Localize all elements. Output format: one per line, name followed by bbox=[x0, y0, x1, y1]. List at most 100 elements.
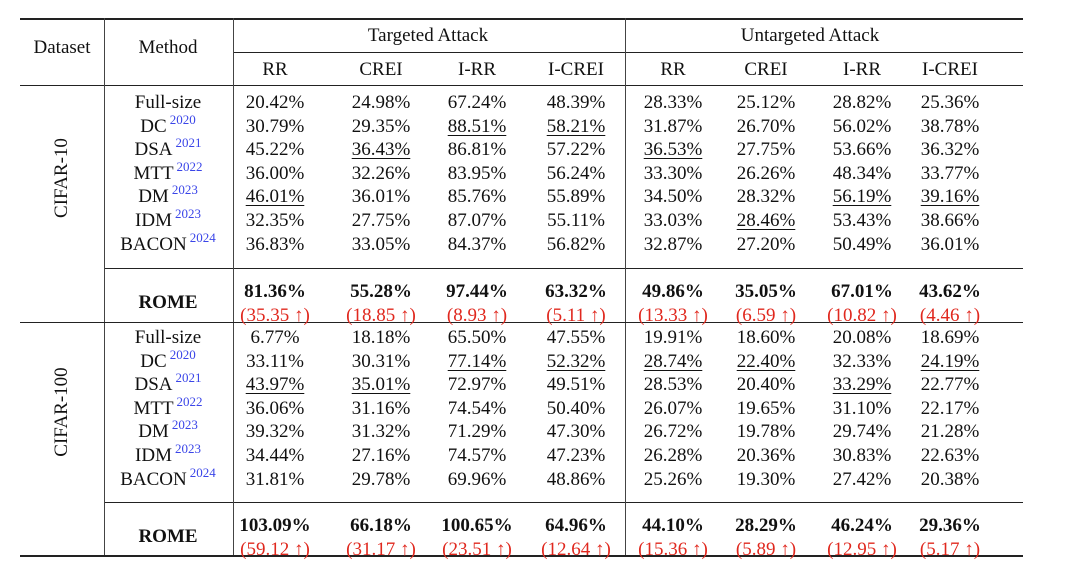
rome-method: ROME bbox=[138, 526, 198, 547]
value-cell: 47.23% bbox=[546, 445, 606, 466]
rome-rule-1 bbox=[104, 268, 1023, 269]
rome-value: 103.09% bbox=[239, 515, 311, 536]
citation-year: 2021 bbox=[175, 135, 202, 151]
value-cell: 35.01% bbox=[351, 374, 411, 396]
value-cell: 30.31% bbox=[351, 350, 411, 372]
dataset-label: CIFAR-10 bbox=[51, 138, 72, 218]
group-midrule bbox=[233, 52, 1023, 53]
value-cell: 33.05% bbox=[351, 233, 411, 255]
value-cell: 19.78% bbox=[736, 421, 796, 443]
method-name: IDM 2023 bbox=[135, 206, 201, 234]
method-name: Full-size bbox=[135, 91, 202, 115]
value-cell: 20.08% bbox=[832, 327, 892, 348]
value-cell: 26.26% bbox=[736, 162, 796, 184]
value-cell: 67.24% bbox=[447, 92, 507, 113]
rome-value: 43.62% bbox=[919, 281, 981, 302]
method-label: MTT bbox=[133, 397, 174, 419]
value-cell: 32.87% bbox=[643, 233, 703, 255]
value-cell: 26.28% bbox=[643, 445, 703, 466]
rome-value: 81.36% bbox=[244, 281, 306, 302]
citation-year: 2022 bbox=[176, 393, 203, 409]
method-name: DC 2020 bbox=[140, 347, 195, 375]
rome-gain: (35.35 ↑) bbox=[240, 305, 310, 326]
value-cell: 56.24% bbox=[546, 162, 606, 184]
metric-header: I-RR bbox=[843, 59, 881, 80]
value-cell: 34.50% bbox=[643, 186, 703, 208]
rome-value: 100.65% bbox=[441, 515, 513, 536]
method-label: DM bbox=[138, 421, 169, 443]
metric-header: I-CREI bbox=[922, 59, 978, 80]
value-cell: 27.20% bbox=[736, 233, 796, 255]
value-cell: 29.78% bbox=[351, 468, 411, 490]
value-cell: 36.32% bbox=[920, 139, 980, 161]
value-cell: 18.60% bbox=[736, 327, 796, 348]
value-cell: 21.28% bbox=[920, 421, 980, 443]
citation-year: 2023 bbox=[171, 182, 198, 198]
value-cell: 74.57% bbox=[447, 445, 507, 466]
value-cell: 18.69% bbox=[920, 327, 980, 348]
rome-gain: (4.46 ↑) bbox=[919, 305, 981, 326]
value-cell: 69.96% bbox=[447, 468, 507, 490]
rome-value: 29.36% bbox=[919, 515, 981, 536]
value-cell: 24.19% bbox=[920, 350, 980, 372]
metric-header: CREI bbox=[744, 59, 788, 80]
value-cell: 45.22% bbox=[245, 139, 305, 161]
untargeted-attack-header: Untargeted Attack bbox=[740, 25, 880, 46]
value-cell: 31.16% bbox=[351, 397, 411, 419]
value-cell: 48.34% bbox=[832, 162, 892, 184]
value-cell: 19.65% bbox=[736, 397, 796, 419]
value-cell: 52.32% bbox=[546, 350, 606, 372]
rome-value: 35.05% bbox=[735, 281, 797, 302]
metric-header: RR bbox=[262, 59, 288, 80]
value-cell: 38.66% bbox=[920, 210, 980, 231]
rome-gain: (8.93 ↑) bbox=[446, 305, 508, 326]
rome-method: ROME bbox=[138, 292, 198, 313]
value-cell: 39.32% bbox=[245, 421, 305, 443]
value-cell: 50.40% bbox=[546, 397, 606, 419]
column-separator bbox=[233, 86, 234, 322]
rome-gain: (10.82 ↑) bbox=[827, 305, 897, 326]
rome-value: 49.86% bbox=[642, 281, 704, 302]
value-cell: 87.07% bbox=[447, 210, 507, 231]
rome-rule-2 bbox=[104, 502, 1023, 503]
value-cell: 72.97% bbox=[447, 374, 507, 396]
value-cell: 36.83% bbox=[245, 233, 305, 255]
value-cell: 47.55% bbox=[546, 327, 606, 348]
method-label: DC bbox=[140, 115, 167, 137]
rome-gain: (59.12 ↑) bbox=[240, 539, 310, 560]
value-cell: 56.02% bbox=[832, 115, 892, 137]
method-name: DM 2023 bbox=[138, 417, 198, 445]
dataset-label: CIFAR-100 bbox=[51, 367, 72, 457]
value-cell: 86.81% bbox=[447, 139, 507, 161]
value-cell: 19.30% bbox=[736, 468, 796, 490]
method-label: Full-size bbox=[134, 327, 202, 348]
rome-gain: (13.33 ↑) bbox=[638, 305, 708, 326]
value-cell: 20.40% bbox=[736, 374, 796, 396]
value-cell: 24.98% bbox=[351, 92, 411, 113]
dataset-header: Dataset bbox=[33, 37, 91, 58]
method-label: IDM bbox=[135, 445, 172, 466]
value-cell: 22.63% bbox=[920, 445, 980, 466]
rome-value: 28.29% bbox=[735, 515, 797, 536]
value-cell: 22.77% bbox=[920, 374, 980, 396]
column-separator bbox=[104, 323, 105, 555]
value-cell: 55.11% bbox=[547, 210, 605, 231]
method-header: Method bbox=[138, 37, 198, 58]
value-cell: 32.33% bbox=[832, 350, 892, 372]
method-name: DM 2023 bbox=[138, 182, 198, 210]
value-cell: 32.35% bbox=[245, 210, 305, 231]
rome-value: 46.24% bbox=[831, 515, 893, 536]
value-cell: 31.10% bbox=[832, 397, 892, 419]
value-cell: 20.42% bbox=[245, 92, 305, 113]
value-cell: 34.44% bbox=[245, 445, 305, 466]
value-cell: 84.37% bbox=[447, 233, 507, 255]
method-label: BACON bbox=[120, 233, 187, 255]
value-cell: 20.36% bbox=[736, 445, 796, 466]
rome-gain: (5.11 ↑) bbox=[546, 305, 606, 326]
value-cell: 56.19% bbox=[832, 186, 892, 208]
value-cell: 88.51% bbox=[447, 115, 507, 137]
method-name: DSA 2021 bbox=[134, 370, 201, 398]
rome-gain: (12.95 ↑) bbox=[827, 539, 897, 560]
value-cell: 48.39% bbox=[546, 92, 606, 113]
